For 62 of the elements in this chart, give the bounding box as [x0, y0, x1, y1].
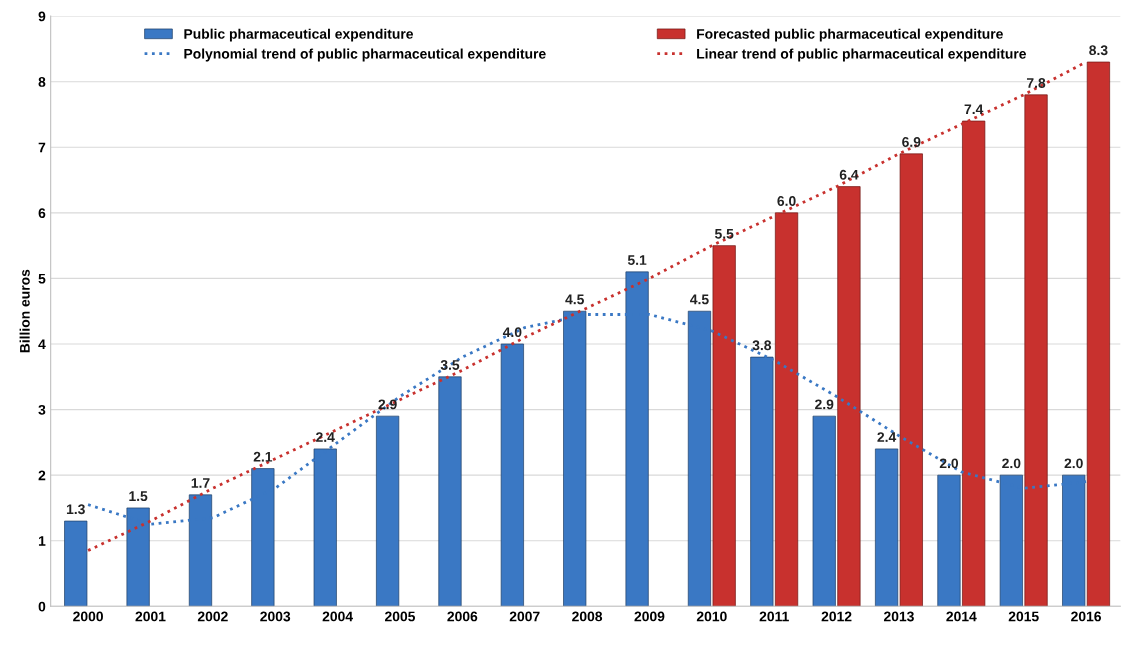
- data-label: 2.0: [1064, 458, 1083, 469]
- data-label: 5.1: [627, 255, 647, 265]
- bar: [937, 474, 961, 607]
- x-tick-label: 2013: [883, 611, 914, 622]
- data-label: 2.0: [1002, 458, 1021, 469]
- data-label: 4.5: [690, 294, 709, 305]
- x-tick-label: 2009: [634, 611, 665, 622]
- data-label: 3.8: [752, 340, 772, 351]
- x-tick-label: 2007: [509, 611, 540, 622]
- x-tick-label: 2004: [322, 611, 353, 622]
- data-label: 1.3: [66, 504, 85, 515]
- data-label: 2.4: [877, 432, 897, 442]
- x-tick-label: 2010: [696, 611, 727, 622]
- bar: [875, 448, 899, 607]
- y-tick-label: 9: [38, 11, 46, 22]
- y-tick-label: 0: [38, 601, 46, 612]
- y-tick-label: 4: [38, 339, 46, 350]
- bar: [64, 520, 88, 607]
- x-tick-label: 2011: [759, 611, 789, 622]
- y-tick-label: 2: [38, 470, 46, 481]
- x-tick-label: 2016: [1071, 611, 1102, 622]
- y-tick-label: 3: [38, 404, 46, 415]
- data-label: 6.0: [777, 196, 796, 206]
- legend-label: Linear trend of public pharmaceutical expenditure: [697, 48, 1027, 62]
- data-label: 5.5: [714, 229, 734, 239]
- legend-label: Polynomial trend of public pharmaceutical expenditure: [184, 48, 546, 62]
- data-label: 4.0: [502, 327, 522, 338]
- x-tick-label: 2001: [135, 611, 166, 622]
- bar: [812, 415, 836, 607]
- data-label: 2.0: [939, 458, 959, 469]
- y-tick-label: 8: [38, 77, 46, 87]
- bar: [1086, 61, 1110, 607]
- legend-label: Forecasted public pharmaceutical expenditure: [697, 28, 1003, 42]
- x-tick-label: 2014: [946, 611, 977, 622]
- x-tick-label: 2006: [447, 611, 478, 622]
- x-tick-label: 2005: [384, 611, 416, 622]
- data-label: 2.1: [253, 451, 273, 462]
- x-tick-label: 2015: [1008, 611, 1039, 622]
- y-tick-label: 5: [38, 273, 46, 284]
- y-axis-title: Billion euros: [19, 269, 30, 353]
- bar: [500, 343, 524, 607]
- y-tick-label: 6: [38, 208, 46, 219]
- data-label: 2.4: [316, 432, 335, 442]
- data-label: 4.5: [565, 294, 584, 305]
- data-label: 6.4: [839, 169, 859, 180]
- x-tick-label: 2003: [260, 611, 291, 622]
- bar: [438, 376, 462, 607]
- data-label: 1.7: [191, 478, 210, 488]
- data-label: 3.5: [440, 360, 460, 370]
- data-label: 7.8: [1026, 78, 1046, 88]
- y-tick-label: 7: [38, 142, 46, 153]
- data-label: 1.5: [129, 491, 148, 502]
- data-label: 7.4: [964, 104, 984, 114]
- x-tick-label: 2002: [197, 611, 228, 622]
- data-label: 6.9: [902, 137, 921, 147]
- data-label: 8.3: [1089, 45, 1108, 56]
- x-tick-label: 2000: [73, 611, 103, 622]
- data-label: 2.9: [815, 399, 834, 410]
- y-tick-label: 1: [38, 536, 46, 546]
- legend-label: Public pharmaceutical expenditure: [184, 28, 413, 42]
- x-tick-label: 2012: [821, 611, 852, 622]
- x-tick-label: 2008: [572, 611, 603, 622]
